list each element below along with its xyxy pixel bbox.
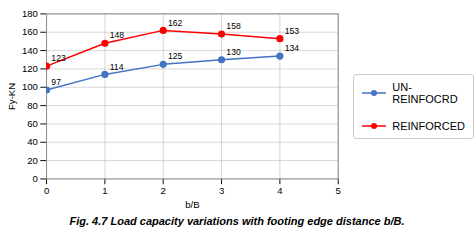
svg-text:97: 97 <box>51 77 61 87</box>
svg-text:160: 160 <box>22 26 38 37</box>
svg-text:b/B: b/B <box>185 199 199 210</box>
svg-text:0: 0 <box>33 173 38 184</box>
svg-text:153: 153 <box>285 26 300 36</box>
html-text:Fig. 4.7 Load capacity variati: Fig. 4.7 Load capacity variations with f… <box>69 215 405 227</box>
svg-text:140: 140 <box>22 45 38 56</box>
svg-text:2: 2 <box>161 185 166 196</box>
svg-text:123: 123 <box>51 53 66 63</box>
svg-text:1: 1 <box>102 185 107 196</box>
svg-text:162: 162 <box>168 18 183 28</box>
svg-text:20: 20 <box>27 155 38 166</box>
svg-text:114: 114 <box>110 62 124 72</box>
svg-text:5: 5 <box>336 185 341 196</box>
svg-text:4: 4 <box>277 185 283 196</box>
svg-text:158: 158 <box>226 21 241 31</box>
svg-text:125: 125 <box>168 51 183 61</box>
svg-text:180: 180 <box>22 8 38 19</box>
svg-text:130: 130 <box>226 47 241 57</box>
svg-text:Fy-KN: Fy-KN <box>6 83 17 110</box>
svg-text:120: 120 <box>22 63 38 74</box>
svg-text:60: 60 <box>27 118 38 129</box>
svg-text:40: 40 <box>27 136 38 147</box>
svg-text:134: 134 <box>285 43 300 53</box>
html-text:UN- REINFOCRD: UN- REINFOCRD <box>392 80 458 106</box>
svg-text:148: 148 <box>110 30 125 40</box>
svg-text:80: 80 <box>27 100 38 111</box>
svg-text:0: 0 <box>44 185 49 196</box>
svg-text:3: 3 <box>219 185 224 196</box>
html-text:REINFORCED: REINFORCED <box>392 119 465 132</box>
svg-text:100: 100 <box>22 81 38 92</box>
